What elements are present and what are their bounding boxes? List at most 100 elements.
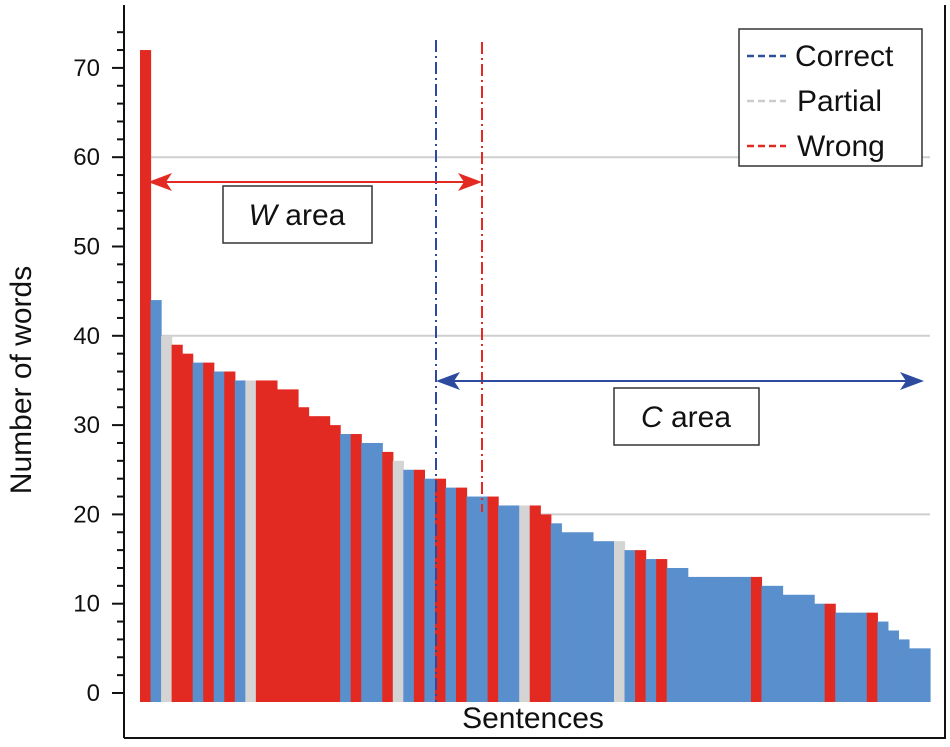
bar-correct	[645, 559, 657, 702]
w-area-arrowhead-left	[148, 173, 172, 191]
bar-correct	[445, 487, 457, 702]
w-area-label-text: area	[277, 199, 346, 232]
c-area-label-text: area	[663, 401, 732, 434]
bar-correct	[666, 567, 678, 702]
bar-correct	[772, 585, 784, 702]
bar-wrong	[140, 50, 152, 703]
bar-correct	[761, 585, 773, 702]
w-area-label: W area	[249, 199, 346, 232]
bar-correct	[814, 603, 826, 702]
bar-correct	[729, 576, 741, 702]
bar-wrong	[276, 389, 289, 702]
c-area-arrowhead-left	[436, 372, 460, 390]
bar-wrong	[319, 416, 331, 702]
bars	[140, 50, 931, 703]
bar-correct	[919, 648, 931, 702]
y-axis-title: Number of words	[5, 266, 38, 494]
bar-partial	[392, 460, 404, 702]
bar-correct	[550, 523, 562, 702]
bar-wrong	[656, 559, 668, 702]
bar-correct	[340, 434, 352, 702]
bar-correct	[677, 567, 689, 702]
y-tick-label: 50	[73, 234, 100, 261]
bar-correct	[740, 576, 752, 702]
c-area-arrowhead-right	[900, 372, 924, 390]
y-tick-label: 0	[87, 680, 100, 707]
y-tick-label: 40	[73, 323, 100, 350]
x-axis-title: Sentences	[462, 702, 604, 735]
bar-partial	[161, 335, 173, 702]
bar-wrong	[266, 380, 278, 702]
legend-label-wrong: Wrong	[797, 130, 885, 163]
bar-partial	[519, 505, 531, 702]
bar-correct	[898, 639, 910, 702]
bar-correct	[856, 612, 868, 702]
bar-wrong	[540, 514, 552, 702]
y-tick-label: 30	[73, 412, 100, 439]
bar-wrong	[255, 380, 267, 702]
bar-correct	[708, 576, 720, 702]
y-tick-label: 70	[73, 55, 100, 82]
bar-correct	[793, 594, 805, 702]
bar-wrong	[224, 371, 236, 702]
bar-correct	[603, 541, 615, 702]
bar-correct	[803, 594, 815, 702]
y-ticks: 0 10 20 30 40 50 60 70	[73, 31, 124, 707]
bar-wrong	[350, 434, 362, 702]
bar-correct	[508, 505, 520, 702]
legend-box	[738, 28, 923, 167]
bar-correct	[845, 612, 857, 702]
bar-correct	[150, 300, 162, 702]
bar-wrong	[487, 496, 499, 702]
c-area-box	[613, 387, 760, 446]
bar-wrong	[529, 505, 541, 702]
bar-correct	[361, 442, 373, 702]
bar-correct	[835, 612, 847, 702]
bar-correct	[698, 576, 710, 702]
bar-correct	[192, 362, 204, 702]
bar-correct	[498, 505, 510, 702]
bar-correct	[592, 541, 605, 702]
bar-wrong	[866, 612, 878, 702]
bar-correct	[582, 532, 594, 702]
bar-correct	[561, 532, 573, 702]
legend-label-partial: Partial	[797, 85, 882, 118]
bar-correct	[687, 576, 699, 702]
bar-wrong	[635, 550, 647, 702]
bar-correct	[719, 576, 731, 702]
bar-correct	[466, 496, 478, 702]
bar-correct	[424, 478, 436, 702]
bar-wrong	[750, 576, 763, 702]
y-tick-label: 60	[73, 144, 100, 171]
bar-wrong	[287, 389, 299, 702]
c-area-label-italic: C	[641, 401, 663, 434]
bar-wrong	[382, 451, 394, 702]
bar-wrong	[308, 416, 320, 702]
bar-correct	[403, 469, 415, 702]
bar-correct	[234, 380, 246, 702]
w-area-annotation: W area	[148, 173, 482, 244]
bar-correct	[877, 621, 889, 702]
y-tick-label: 10	[73, 591, 100, 618]
bar-wrong	[329, 425, 341, 702]
bar-partial	[614, 541, 626, 702]
bar-wrong	[182, 353, 194, 702]
bar-wrong	[434, 478, 447, 702]
bar-correct	[571, 532, 583, 702]
w-area-box	[222, 185, 373, 244]
bar-wrong	[456, 487, 468, 702]
y-tick-label: 20	[73, 501, 100, 528]
bar-correct	[624, 550, 636, 702]
bar-wrong	[413, 469, 425, 702]
legend-label-correct: Correct	[795, 40, 894, 73]
w-area-label-italic: W	[249, 199, 280, 232]
c-area-annotation: C area	[436, 372, 924, 446]
legend: Correct Partial Wrong	[738, 28, 923, 167]
bar-correct	[908, 648, 921, 702]
bar-correct	[477, 496, 489, 702]
c-area-label: C area	[641, 401, 731, 434]
bar-correct	[887, 630, 899, 702]
bar-wrong	[298, 407, 310, 702]
bar-partial	[245, 380, 257, 702]
